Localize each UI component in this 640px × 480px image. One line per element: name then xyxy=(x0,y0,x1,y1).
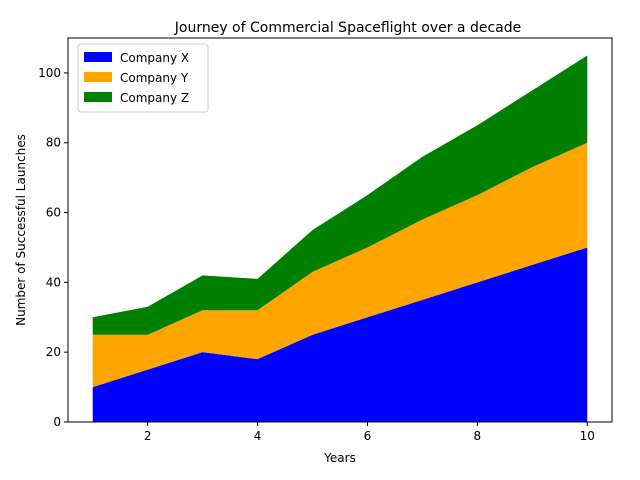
area-company-y xyxy=(92,142,588,388)
y-tick-label: 100 xyxy=(38,66,61,80)
legend-label-company-y: Company Y xyxy=(120,71,189,85)
plot-frame xyxy=(67,37,613,423)
x-tick-label: 6 xyxy=(364,429,372,443)
legend-swatch-company-z xyxy=(84,92,112,102)
y-tick-label: 20 xyxy=(46,345,61,359)
area-company-x xyxy=(92,247,588,422)
x-tick-label: 10 xyxy=(580,429,595,443)
legend-label-company-x: Company X xyxy=(120,51,189,65)
legend-label-company-z: Company Z xyxy=(120,91,189,105)
x-axis-ticks: 2 4 6 8 10 xyxy=(144,422,595,443)
chart-title: Journey of Commercial Spaceflight over a… xyxy=(174,20,521,36)
x-tick-label: 4 xyxy=(254,429,262,443)
legend: Company X Company Y Company Z xyxy=(77,43,209,113)
legend-swatch-company-y xyxy=(84,72,112,82)
legend-swatch-company-x xyxy=(84,52,112,62)
area-layer xyxy=(92,55,588,422)
y-tick-label: 40 xyxy=(46,275,61,289)
x-tick-label: 8 xyxy=(474,429,482,443)
y-tick-label: 80 xyxy=(46,136,61,150)
y-axis-ticks: 0 20 40 60 80 100 xyxy=(38,66,68,429)
x-tick-label: 2 xyxy=(144,429,152,443)
x-axis-label: Years xyxy=(323,451,356,465)
y-tick-label: 60 xyxy=(46,206,61,220)
y-axis-label: Number of Successful Launches xyxy=(14,134,28,326)
y-tick-label: 0 xyxy=(53,415,61,429)
